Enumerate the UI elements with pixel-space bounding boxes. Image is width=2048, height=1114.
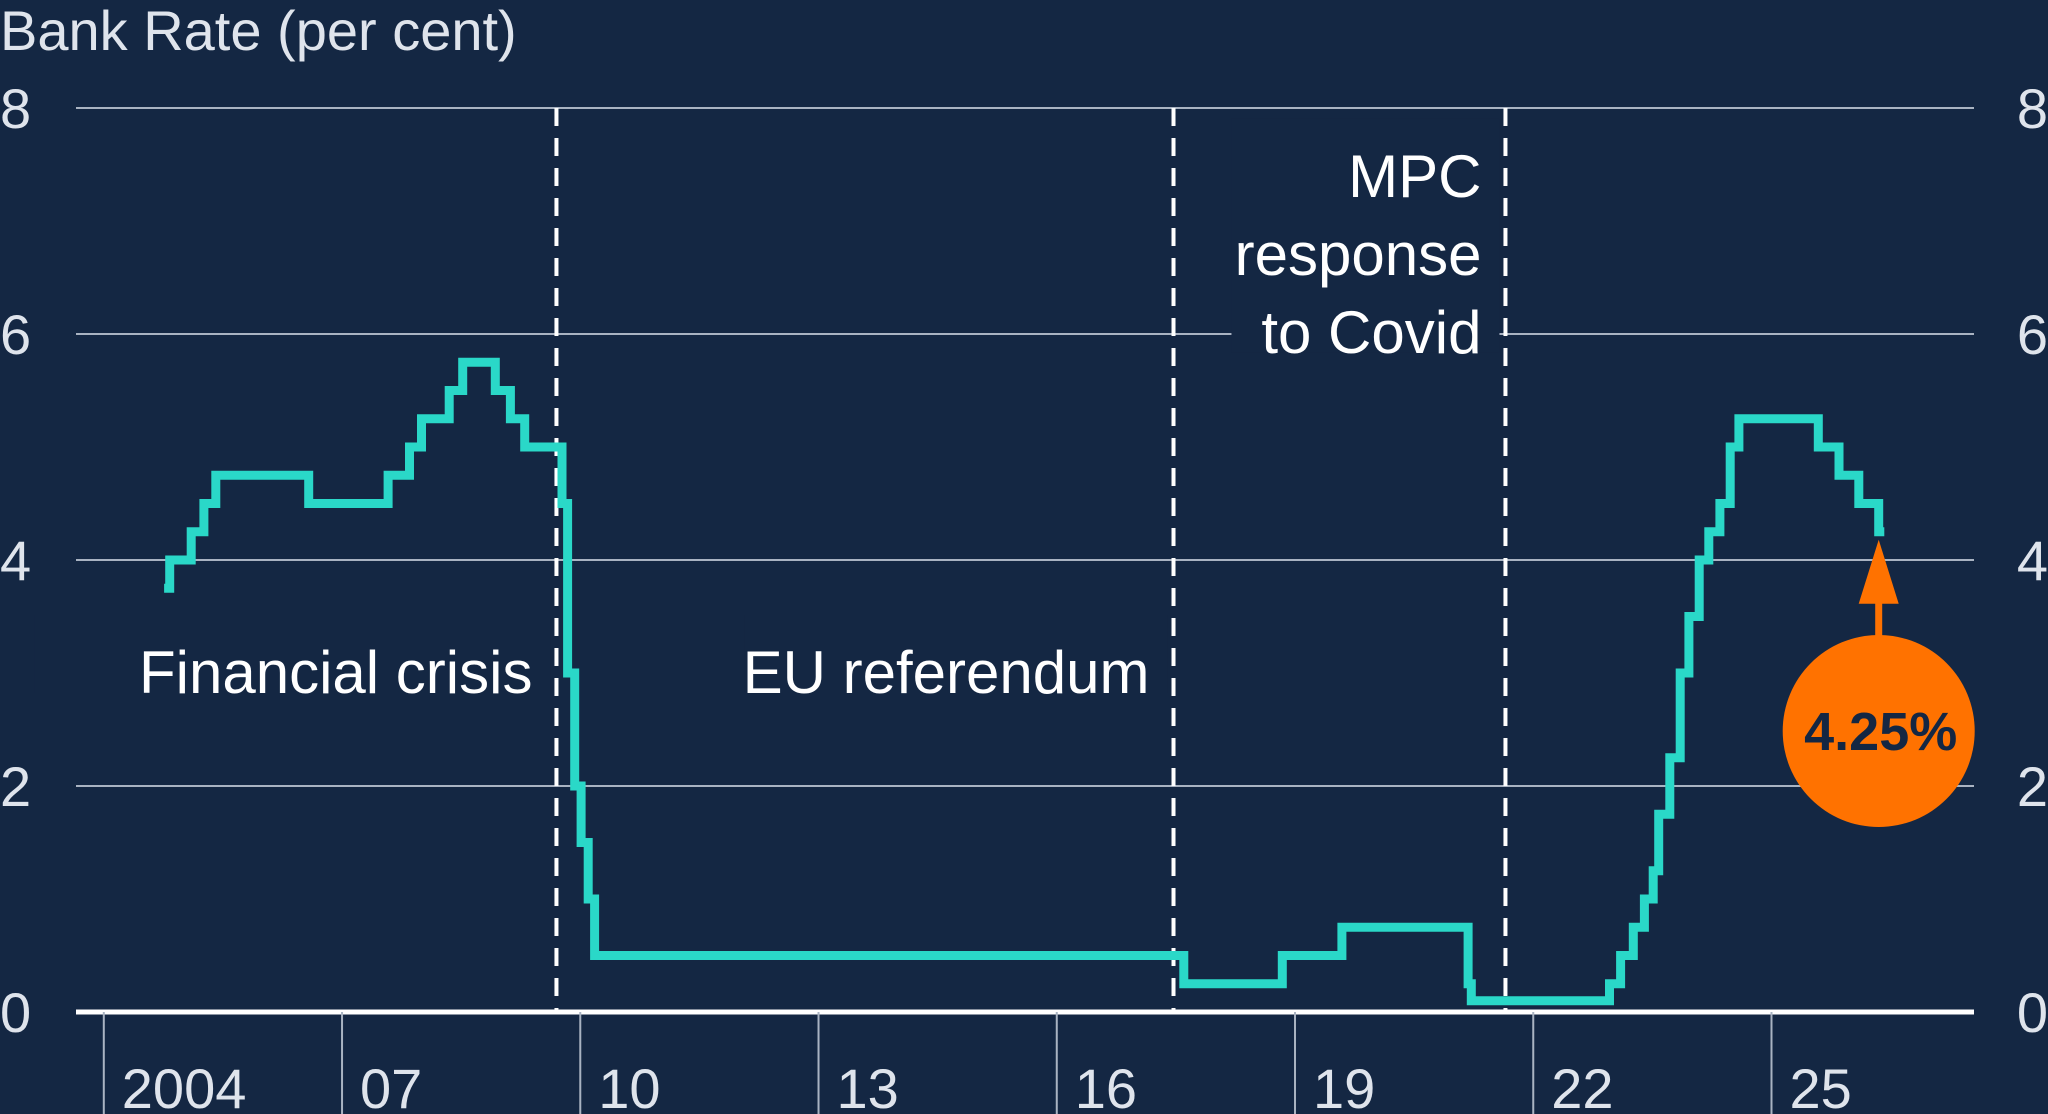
- event-label-background: [1231, 118, 1500, 353]
- y-tick-label-right: 8: [2017, 77, 2048, 140]
- y-tick-label-right: 6: [2017, 303, 2048, 366]
- y-tick-label-right: 0: [2017, 981, 2048, 1044]
- x-tick-label: 13: [837, 1057, 899, 1114]
- gridlines: [76, 107, 1974, 787]
- event-label: EU referendum: [743, 639, 1150, 706]
- callout-circle: [1782, 635, 1975, 827]
- event-markers: Financial crisis EU referendum MPC response…: [34, 108, 1508, 1012]
- x-tick-label: 10: [598, 1057, 660, 1114]
- y-tick-label-left: 4: [0, 529, 31, 592]
- x-tick-label: 16: [1075, 1057, 1137, 1114]
- y-tick-label-left: 0: [0, 981, 31, 1044]
- event-label-background: [34, 615, 551, 693]
- y-tick-label-left: 6: [0, 303, 31, 366]
- y-axis-title: Bank Rate (per cent): [0, 0, 517, 62]
- callout-arrow-head: [1858, 539, 1899, 604]
- y-tick-label-right: 2: [2017, 755, 2048, 818]
- series-layer: [164, 357, 1885, 1006]
- event-label: to Covid: [1261, 299, 1481, 366]
- callout-label: 4.25%: [1804, 702, 1957, 762]
- event-label: response: [1235, 221, 1482, 288]
- y-tick-label-left: 8: [0, 77, 31, 140]
- event-label: Financial crisis: [139, 639, 532, 706]
- x-tick-label: 25: [1789, 1057, 1851, 1114]
- y-tick-label-left: 2: [0, 755, 31, 818]
- event-label: MPC: [1348, 143, 1481, 210]
- y-tick-label-right: 4: [2017, 529, 2048, 592]
- event-label-background: [744, 615, 1168, 693]
- x-tick-label: 22: [1551, 1057, 1613, 1114]
- callout: 4.25%: [1782, 539, 1975, 827]
- bank-rate-line: [164, 357, 1885, 1006]
- x-tick-label: 19: [1313, 1057, 1375, 1114]
- x-tick-label: 07: [360, 1057, 422, 1114]
- x-tick-label: 2004: [122, 1057, 247, 1114]
